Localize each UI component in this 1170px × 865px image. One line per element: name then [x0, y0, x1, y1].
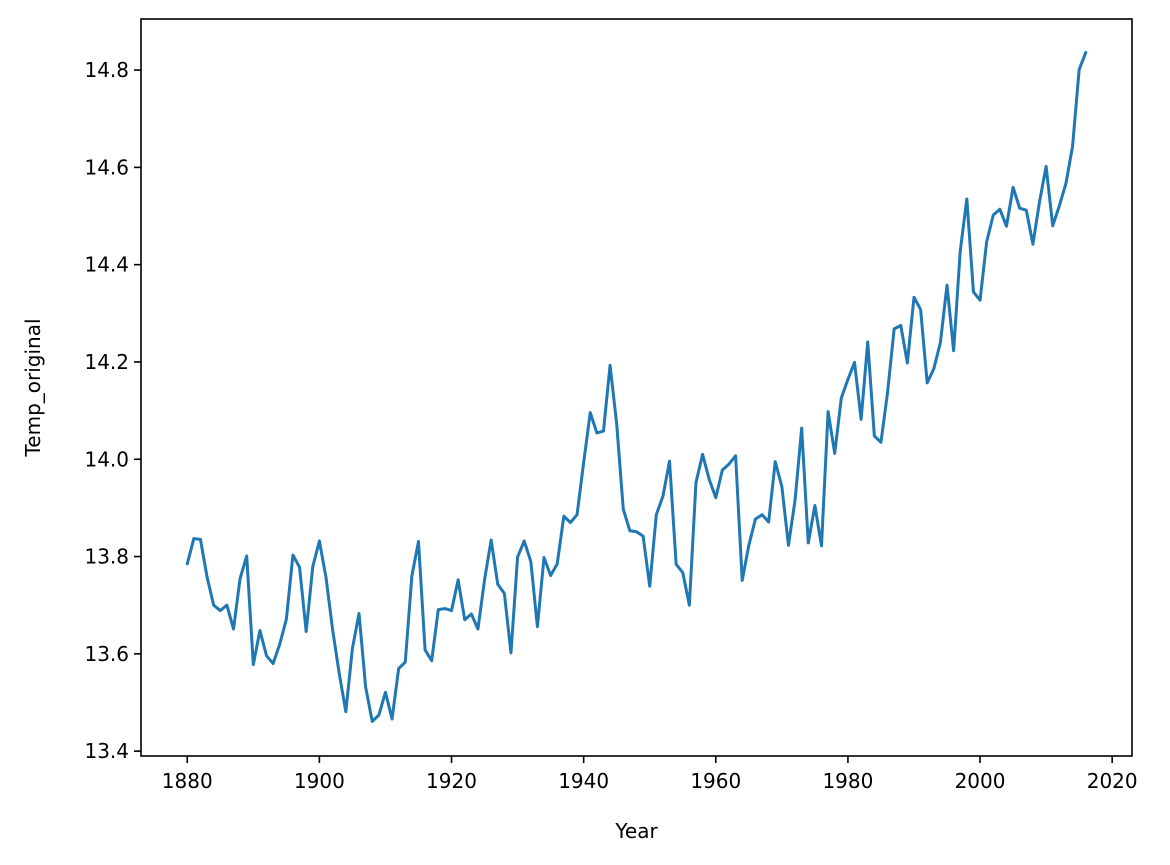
- x-tick-label: 1880: [162, 769, 213, 793]
- x-tick-label: 1900: [294, 769, 345, 793]
- y-tick-label: 14.0: [84, 447, 129, 471]
- x-tick-label: 1980: [822, 769, 873, 793]
- y-tick-label: 13.6: [84, 642, 129, 666]
- y-tick-label: 13.4: [84, 739, 129, 763]
- series-line: [185, 51, 1088, 723]
- x-tick-label: 2000: [955, 769, 1006, 793]
- plot-frame: [140, 18, 1133, 757]
- y-tick-label: 14.8: [84, 58, 129, 82]
- x-axis-ticks: 1880 1900 1920 1940 1960 1980 2000 2020: [162, 756, 1138, 793]
- x-tick-label: 2020: [1087, 769, 1138, 793]
- x-axis-label: Year: [614, 819, 658, 843]
- x-tick-label: 1960: [690, 769, 741, 793]
- series-layer: [185, 51, 1088, 723]
- y-axis-label: Temp_original: [21, 318, 45, 457]
- y-tick-label: 13.8: [84, 545, 129, 569]
- x-tick-label: 1940: [558, 769, 609, 793]
- x-tick-label: 1920: [426, 769, 477, 793]
- y-tick-label: 14.4: [84, 253, 129, 277]
- y-tick-label: 14.6: [84, 155, 129, 179]
- y-tick-label: 14.2: [84, 350, 129, 374]
- y-axis-ticks: 13.4 13.6 13.8 14.0 14.2 14.4 14.6 14.8: [84, 58, 141, 763]
